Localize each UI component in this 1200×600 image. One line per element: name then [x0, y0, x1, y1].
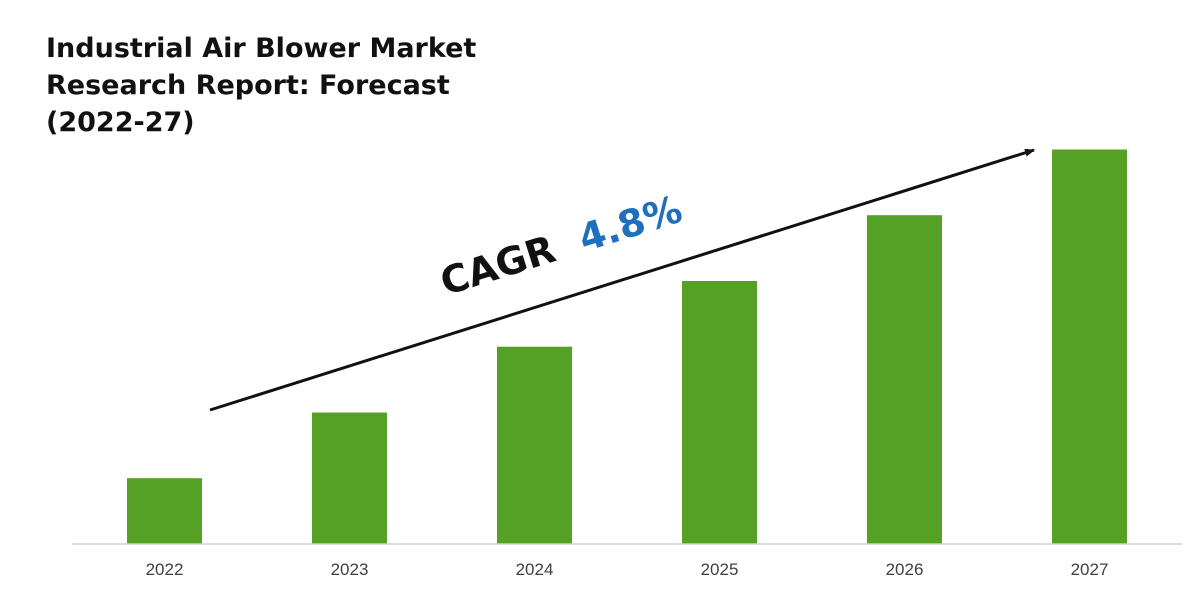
cagr-value: 4.8%: [573, 187, 687, 261]
x-tick-label-2025: 2025: [701, 560, 739, 579]
bar-series: [127, 149, 1127, 544]
cagr-trend-arrow: [209, 148, 1035, 412]
x-axis-tick-labels: 2022 2023 2024 2025 2026 2027: [146, 560, 1109, 579]
cagr-annotation: CAGR 4.8%: [435, 187, 687, 304]
bar-2024: [497, 346, 572, 544]
x-tick-label-2022: 2022: [146, 560, 184, 579]
x-tick-label-2023: 2023: [331, 560, 369, 579]
chart-title-line-3: (2022-27): [46, 107, 195, 138]
chart-title-line-2: Research Report: Forecast: [46, 70, 450, 101]
bar-2026: [867, 215, 942, 544]
cagr-label: CAGR: [435, 227, 561, 304]
x-tick-label-2024: 2024: [516, 560, 554, 579]
bar-2027: [1052, 149, 1127, 544]
bar-2025: [682, 281, 757, 544]
x-tick-label-2027: 2027: [1071, 560, 1109, 579]
chart-title: Industrial Air Blower Market Research Re…: [46, 30, 506, 141]
bar-2023: [312, 412, 387, 544]
bar-2022: [127, 478, 202, 544]
chart-title-line-1: Industrial Air Blower Market: [46, 33, 477, 64]
x-tick-label-2026: 2026: [886, 560, 924, 579]
